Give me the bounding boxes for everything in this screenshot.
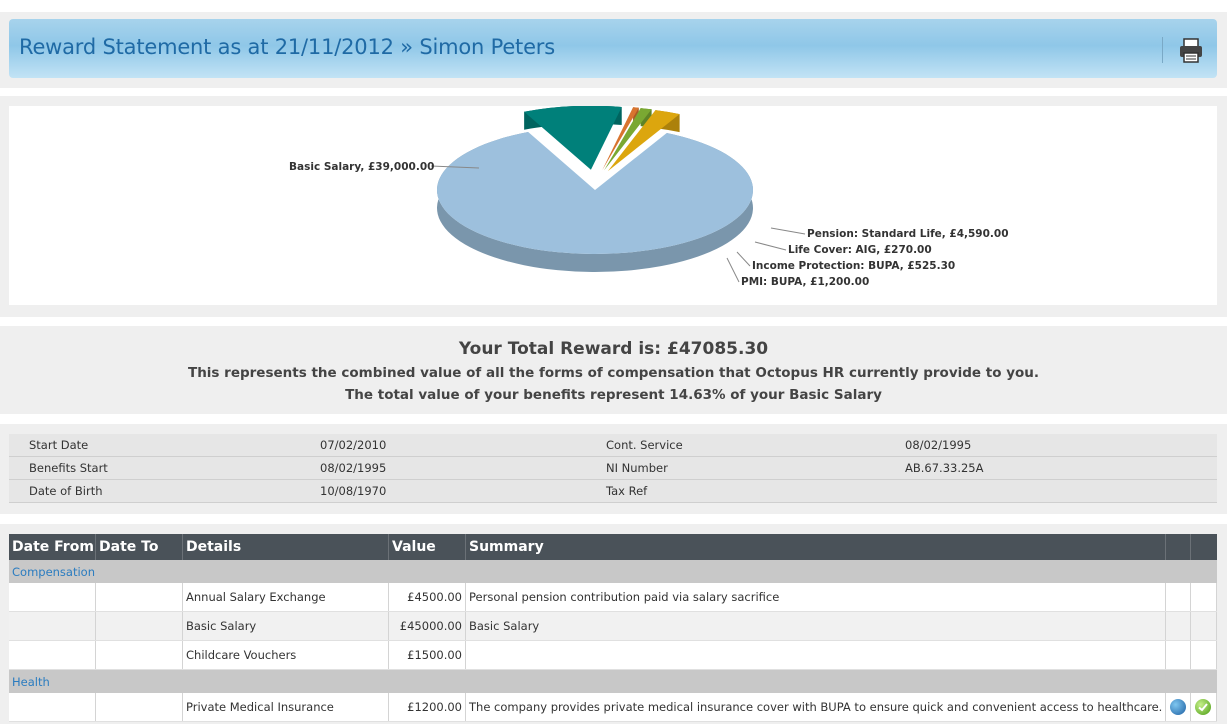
details-cell: Childcare Vouchers <box>182 640 389 670</box>
pie-slice[interactable] <box>607 110 680 172</box>
pie-slice[interactable] <box>524 106 622 170</box>
info-panel: Start Date 07/02/2010 Cont. Service 08/0… <box>0 424 1227 514</box>
info-label: Cont. Service <box>606 434 905 457</box>
column-header-action-1 <box>1165 534 1191 560</box>
globe-icon-cell[interactable] <box>1165 693 1191 722</box>
info-value: 08/02/1995 <box>320 456 606 480</box>
date-from-cell <box>9 583 96 612</box>
info-value: 08/02/1995 <box>905 434 1217 457</box>
total-reward-description: This represents the combined value of al… <box>187 365 1040 381</box>
info-label: Tax Ref <box>606 479 905 503</box>
info-value: AB.67.33.25A <box>905 456 1217 480</box>
info-row: Date of Birth 10/08/1970 Tax Ref <box>9 479 1217 503</box>
column-header-details[interactable]: Details <box>182 534 389 560</box>
details-cell: Private Medical Insurance <box>182 693 389 722</box>
date-from-cell <box>9 640 96 670</box>
value-cell: £1200.00 <box>388 693 466 722</box>
column-header-summary[interactable]: Summary <box>465 534 1166 560</box>
header-bar: Reward Statement as at 21/11/2012 » Simo… <box>9 19 1217 78</box>
summary-cell <box>465 640 1166 670</box>
action-cell <box>1165 640 1191 670</box>
reward-pie-chart: Basic Salary, £39,000.00 Pension: Standar… <box>289 106 1009 288</box>
reward-table: Date From Date To Details Value Summary … <box>9 534 1217 722</box>
info-value: 07/02/2010 <box>320 434 606 457</box>
table-row: Private Medical Insurance £1200.00 The c… <box>9 693 1217 722</box>
info-row: Start Date 07/02/2010 Cont. Service 08/0… <box>9 434 1217 457</box>
value-cell: £1500.00 <box>388 640 466 670</box>
pie-slice[interactable] <box>602 107 639 171</box>
pie-label-leader <box>430 165 480 169</box>
group-link-compensation[interactable]: Compensation <box>9 560 1217 583</box>
column-header-value[interactable]: Value <box>388 534 466 560</box>
pie-slice[interactable] <box>437 131 753 254</box>
summary-cell: Personal pension contribution paid via s… <box>465 583 1166 612</box>
reward-table-panel: Date From Date To Details Value Summary … <box>0 524 1227 724</box>
page-title: Reward Statement as at 21/11/2012 » Simo… <box>19 35 555 59</box>
date-from-cell <box>9 693 96 722</box>
pie-label-leader <box>770 227 806 235</box>
info-value <box>905 479 1217 503</box>
employee-info-table: Start Date 07/02/2010 Cont. Service 08/0… <box>9 434 1217 503</box>
action-cell <box>1190 611 1217 641</box>
column-header-date-to[interactable]: Date To <box>95 534 183 560</box>
details-cell: Basic Salary <box>182 611 389 641</box>
column-header-date-from[interactable]: Date From <box>9 534 96 560</box>
info-label: Benefits Start <box>9 456 320 480</box>
check-icon-cell[interactable] <box>1190 693 1217 722</box>
info-label: NI Number <box>606 456 905 480</box>
pie-slice-label: Pension: Standard Life, £4,590.00 <box>807 228 1009 240</box>
chart-area: Basic Salary, £39,000.00 Pension: Standar… <box>9 106 1217 305</box>
value-cell: £45000.00 <box>388 611 466 641</box>
printer-icon[interactable] <box>1177 36 1205 64</box>
globe-icon[interactable] <box>1169 699 1186 715</box>
info-value: 10/08/1970 <box>320 479 606 503</box>
date-to-cell <box>95 611 183 641</box>
summary-cell: Basic Salary <box>465 611 1166 641</box>
action-cell <box>1190 583 1217 612</box>
header-panel: Reward Statement as at 21/11/2012 » Simo… <box>0 12 1227 88</box>
pie-slice-label: Income Protection: BUPA, £525.30 <box>752 260 955 272</box>
action-cell <box>1165 611 1191 641</box>
pie-label-leader <box>754 241 787 251</box>
group-link-health[interactable]: Health <box>9 669 1217 693</box>
check-icon[interactable] <box>1195 699 1212 715</box>
action-cell <box>1165 583 1191 612</box>
column-header-action-2 <box>1190 534 1217 560</box>
date-from-cell <box>9 611 96 641</box>
value-cell: £4500.00 <box>388 583 466 612</box>
date-to-cell <box>95 693 183 722</box>
table-row: Basic Salary £45000.00 Basic Salary <box>9 611 1217 641</box>
pie-slice[interactable] <box>604 108 652 171</box>
date-to-cell <box>95 640 183 670</box>
group-row-compensation: Compensation <box>9 560 1217 583</box>
summary-cell: The company provides private medical ins… <box>465 693 1166 722</box>
benefits-percentage-text: The total value of your benefits represe… <box>345 387 882 403</box>
details-cell: Annual Salary Exchange <box>182 583 389 612</box>
table-row: Childcare Vouchers £1500.00 <box>9 640 1217 670</box>
action-cell <box>1190 640 1217 670</box>
pie-slice-label: Life Cover: AIG, £270.00 <box>788 244 932 256</box>
table-header-row: Date From Date To Details Value Summary <box>9 534 1217 560</box>
pie-slice-label: Basic Salary, £39,000.00 <box>289 161 434 173</box>
pie-label-leader <box>736 251 751 267</box>
group-row-health: Health <box>9 669 1217 693</box>
info-row: Benefits Start 08/02/1995 NI Number AB.6… <box>9 456 1217 480</box>
date-to-cell <box>95 583 183 612</box>
pie-slice-label: PMI: BUPA, £1,200.00 <box>741 276 869 288</box>
table-row: Annual Salary Exchange £4500.00 Personal… <box>9 583 1217 612</box>
info-label: Start Date <box>9 434 320 457</box>
pie-label-leader <box>726 257 740 283</box>
total-panel: Your Total Reward is: £47085.30 This rep… <box>0 326 1227 414</box>
total-reward-heading: Your Total Reward is: £47085.30 <box>458 339 769 359</box>
info-label: Date of Birth <box>9 479 320 503</box>
chart-panel: Basic Salary, £39,000.00 Pension: Standar… <box>0 96 1227 317</box>
header-divider <box>1162 37 1163 63</box>
